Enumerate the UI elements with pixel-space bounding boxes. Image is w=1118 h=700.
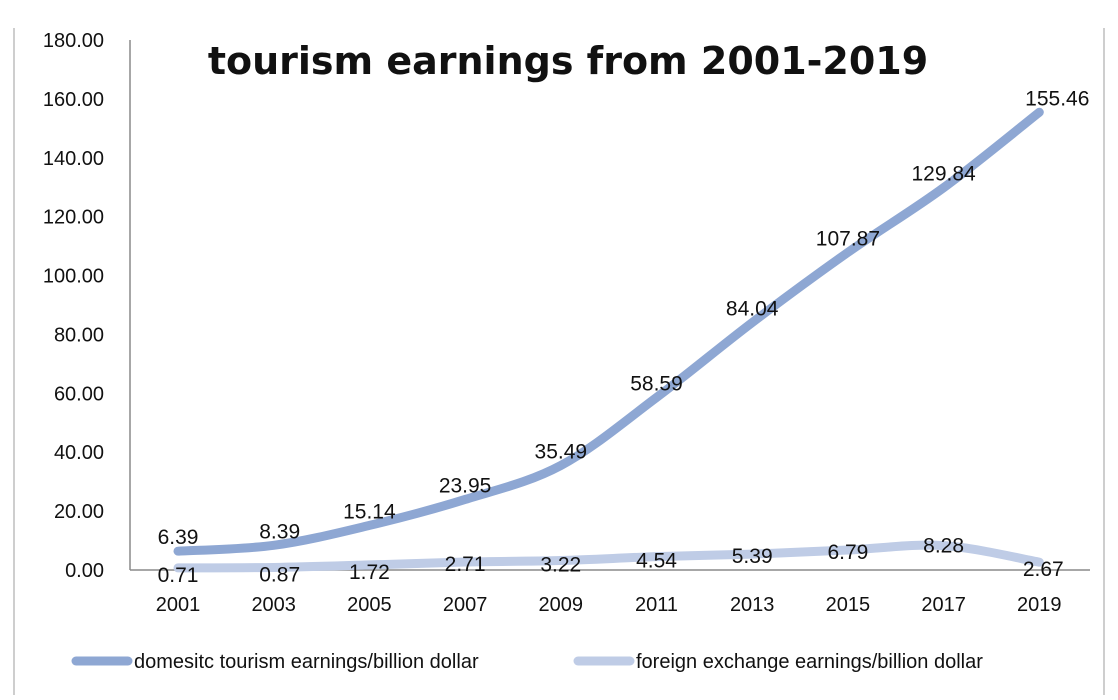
data-label: 2.67 <box>1023 558 1064 581</box>
y-tick-label: 60.00 <box>54 383 104 405</box>
y-tick-label: 140.00 <box>43 148 104 170</box>
data-label: 3.22 <box>540 554 581 577</box>
chart-title: tourism earnings from 2001-2019 <box>208 39 928 83</box>
y-tick-label: 20.00 <box>54 501 104 523</box>
legend-label: domesitc tourism earnings/billion dollar <box>134 651 479 673</box>
x-tick-label: 2005 <box>347 594 392 616</box>
data-label: 107.87 <box>816 227 880 250</box>
data-label: 23.95 <box>439 474 492 497</box>
y-tick-label: 0.00 <box>65 560 104 582</box>
data-label: 8.39 <box>259 520 300 543</box>
y-axis-ticks: 0.00 20.00 40.00 60.00 80.00 100.00 120.00 140.… <box>43 30 104 582</box>
x-tick-label: 2003 <box>251 594 296 616</box>
x-tick-label: 2017 <box>921 594 966 616</box>
data-label: 0.71 <box>158 564 199 587</box>
y-tick-label: 80.00 <box>54 324 104 346</box>
x-tick-label: 2007 <box>443 594 488 616</box>
legend-label: foreign exchange earnings/billion dollar <box>636 651 983 673</box>
y-tick-label: 100.00 <box>43 266 104 288</box>
data-label: 2.71 <box>445 553 486 576</box>
data-label: 58.59 <box>630 372 683 395</box>
data-label: 84.04 <box>726 298 779 321</box>
x-tick-label: 2001 <box>156 594 201 616</box>
series-lines <box>173 107 1044 573</box>
x-tick-label: 2015 <box>826 594 871 616</box>
y-tick-label: 120.00 <box>43 207 104 229</box>
legend: domesitc tourism earnings/billion dollar… <box>71 651 983 673</box>
y-tick-label: 40.00 <box>54 442 104 464</box>
data-label: 6.79 <box>827 541 868 564</box>
data-label: 5.39 <box>732 545 773 568</box>
series-line-0 <box>173 107 1044 556</box>
data-label: 1.72 <box>349 561 390 584</box>
data-label: 35.49 <box>535 441 588 464</box>
data-label: 155.46 <box>1025 87 1089 110</box>
data-label: 6.39 <box>158 526 199 549</box>
data-labels: 6.39 8.39 15.14 23.95 35.49 58.59 84.04 107.87 1… <box>158 87 1090 587</box>
data-label: 129.84 <box>911 163 976 186</box>
data-label: 4.54 <box>636 550 677 573</box>
y-tick-label: 180.00 <box>43 30 104 52</box>
data-label: 8.28 <box>923 535 964 558</box>
series-line-1 <box>173 540 1044 573</box>
x-tick-label: 2019 <box>1017 594 1062 616</box>
x-tick-label: 2013 <box>730 594 775 616</box>
data-label: 0.87 <box>259 563 300 586</box>
x-tick-label: 2011 <box>635 594 678 616</box>
y-tick-label: 160.00 <box>43 89 104 111</box>
x-axis-ticks: 2001 2003 2005 2007 2009 2011 2013 2015 2017 2019 <box>156 594 1062 616</box>
data-label: 15.14 <box>343 500 396 523</box>
x-tick-label: 2009 <box>539 594 584 616</box>
